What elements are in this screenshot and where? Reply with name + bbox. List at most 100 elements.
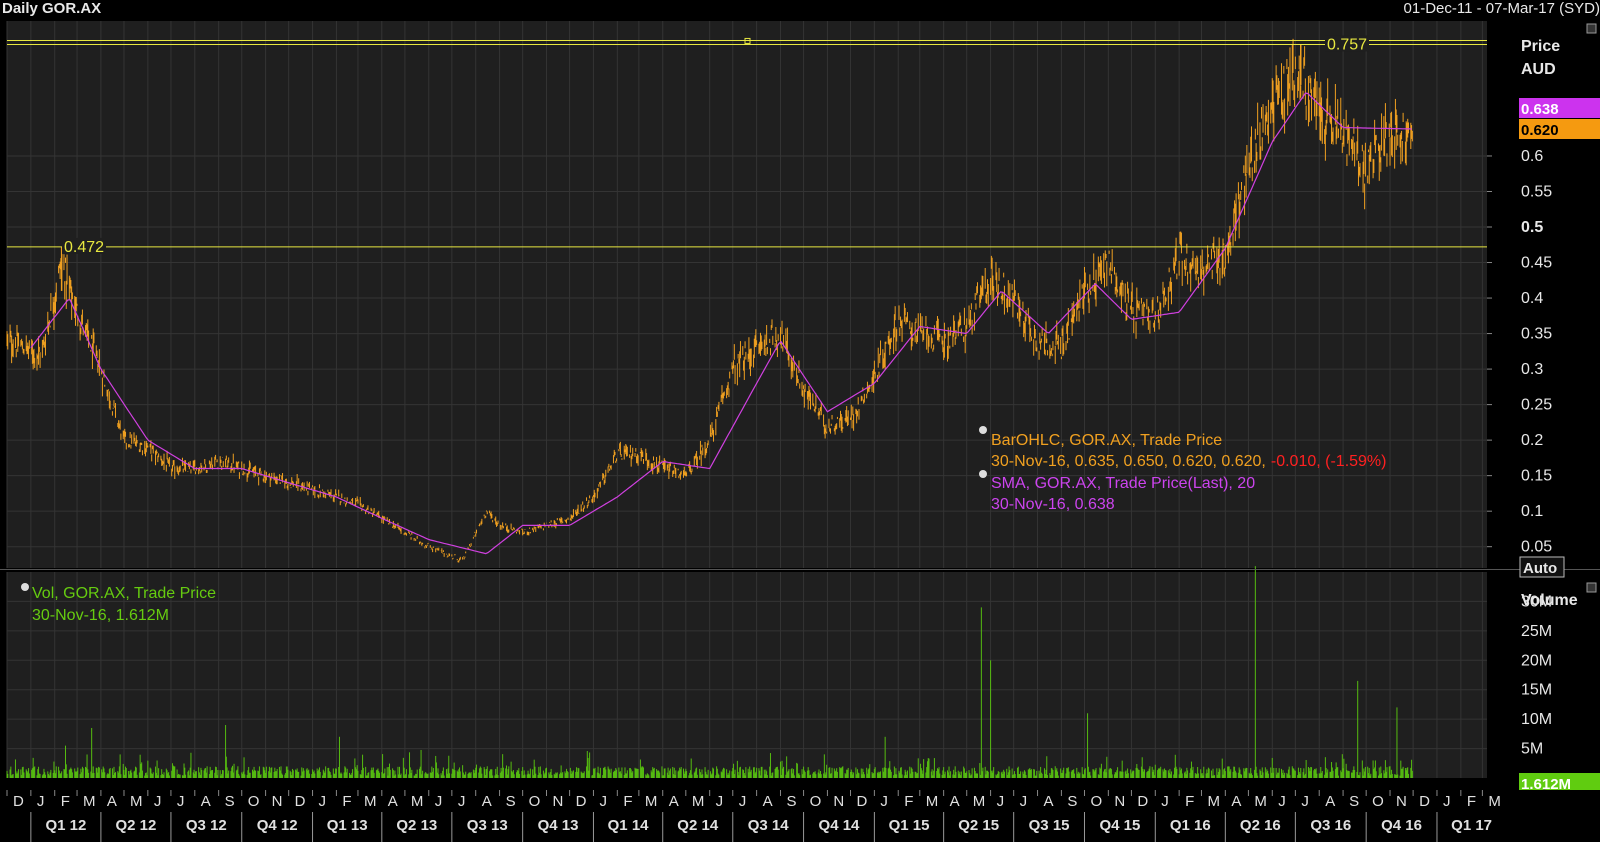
- price-tick-label: 0.55: [1521, 183, 1552, 200]
- month-label: N: [1114, 793, 1125, 810]
- price-axis-title-2: AUD: [1521, 61, 1556, 78]
- quarter-label: Q2 15: [958, 817, 999, 834]
- price-tick-label: 0.4: [1521, 290, 1543, 307]
- sma-legend-title[interactable]: SMA, GOR.AX, Trade Price(Last), 20: [991, 475, 1255, 492]
- volume-legend-toggle-icon[interactable]: [21, 583, 29, 591]
- chart-header: Daily GOR.AX 01-Dec-11 - 07-Mar-17 (SYD): [0, 0, 1600, 20]
- price-tick-label: 0.5: [1521, 219, 1543, 236]
- month-label: J: [319, 793, 327, 810]
- month-label: A: [201, 793, 211, 810]
- close-last-value: 0.620: [1521, 122, 1559, 139]
- sma-legend-toggle-icon[interactable]: [979, 470, 987, 478]
- month-label: O: [1372, 793, 1384, 810]
- quarter-label: Q4 15: [1099, 817, 1140, 834]
- month-label: J: [599, 793, 607, 810]
- volume-tick-label: 10M: [1521, 711, 1552, 728]
- month-label: A: [482, 793, 492, 810]
- month-label: J: [880, 793, 888, 810]
- month-label: D: [13, 793, 24, 810]
- line-anchor-handle: [744, 37, 751, 44]
- month-label: A: [1231, 793, 1241, 810]
- price-tick-label: 0.15: [1521, 468, 1552, 485]
- quarter-label: Q1 17: [1451, 817, 1492, 834]
- month-label: J: [997, 793, 1005, 810]
- month-label: N: [1396, 793, 1407, 810]
- close-last-badge: [1519, 119, 1600, 139]
- month-label: J: [1301, 793, 1309, 810]
- month-label: F: [1185, 793, 1194, 810]
- ohlc-legend-values-line: 30-Nov-16, 0.635, 0.650, 0.620, 0.620, -0…: [991, 453, 1386, 470]
- volume-legend-values: 30-Nov-16, 1.612M: [32, 607, 169, 624]
- month-label: O: [248, 793, 260, 810]
- month-label: A: [763, 793, 773, 810]
- quarter-label: Q1 13: [327, 817, 368, 834]
- month-label: J: [1278, 793, 1286, 810]
- volume-last-value: 1.612M: [1521, 776, 1571, 793]
- price-auto-button[interactable]: [1519, 556, 1565, 578]
- quarter-label: Q4 12: [257, 817, 298, 834]
- price-tick-label: 0.3: [1521, 361, 1543, 378]
- month-label: A: [1044, 793, 1054, 810]
- quarter-label: Q3 15: [1029, 817, 1070, 834]
- volume-tick-label: 20M: [1521, 652, 1552, 669]
- price-panel-menu-icon[interactable]: [1586, 23, 1597, 34]
- sma-line: [30, 92, 1412, 555]
- month-label: J: [739, 793, 747, 810]
- quarter-label: Q2 16: [1240, 817, 1281, 834]
- month-label: J: [37, 793, 45, 810]
- month-label: N: [272, 793, 283, 810]
- volume-legend-title[interactable]: Vol, GOR.AX, Trade Price: [32, 585, 216, 602]
- month-label: J: [154, 793, 162, 810]
- ohlc-legend-values: 30-Nov-16, 0.635, 0.650, 0.620, 0.620,: [991, 453, 1266, 470]
- month-label: J: [716, 793, 724, 810]
- month-label: M: [926, 793, 939, 810]
- volume-panel-menu-icon[interactable]: [1586, 582, 1597, 593]
- month-label: O: [1090, 793, 1102, 810]
- month-label: F: [342, 793, 351, 810]
- month-label: A: [107, 793, 117, 810]
- month-label: A: [669, 793, 679, 810]
- horizontal-line-label-bg: [1325, 35, 1369, 52]
- horizontal-lines[interactable]: 0.757 0.472: [7, 35, 1487, 256]
- quarter-label: Q4 16: [1381, 817, 1422, 834]
- month-label: J: [458, 793, 466, 810]
- quarter-label: Q2 14: [677, 817, 719, 834]
- price-plot-area[interactable]: [7, 21, 1487, 568]
- date-range[interactable]: 01-Dec-11 - 07-Mar-17 (SYD): [1403, 0, 1600, 17]
- month-label: F: [904, 793, 913, 810]
- price-tick-label: 0.2: [1521, 432, 1543, 449]
- volume-tick-label: 30M: [1521, 593, 1552, 610]
- quarter-label: Q3 16: [1310, 817, 1351, 834]
- month-label: S: [786, 793, 796, 810]
- price-tick-label: 0.1: [1521, 503, 1543, 520]
- month-label: M: [364, 793, 377, 810]
- month-label: A: [1325, 793, 1335, 810]
- ohlc-legend-title[interactable]: BarOHLC, GOR.AX, Trade Price: [991, 432, 1222, 449]
- month-label: A: [950, 793, 960, 810]
- volume-tick-label: 15M: [1521, 682, 1552, 699]
- volume-plot-area[interactable]: [7, 572, 1487, 778]
- price-tick-label: 0.45: [1521, 255, 1552, 272]
- quarter-label: Q1 14: [608, 817, 650, 834]
- quarter-label: Q4 13: [538, 817, 579, 834]
- ohlc-legend-toggle-icon[interactable]: [979, 426, 987, 434]
- month-label: N: [833, 793, 844, 810]
- month-label: M: [83, 793, 96, 810]
- volume-bars: [6, 566, 1413, 778]
- volume-tick-label: 25M: [1521, 623, 1552, 640]
- month-label: D: [857, 793, 868, 810]
- quarter-label: Q1 12: [45, 817, 86, 834]
- horizontal-line-label-bg: [62, 237, 106, 254]
- month-label: A: [388, 793, 398, 810]
- month-label: O: [529, 793, 541, 810]
- month-label: F: [623, 793, 632, 810]
- month-label: J: [1020, 793, 1027, 810]
- month-label: D: [295, 793, 306, 810]
- month-label: J: [1161, 793, 1169, 810]
- sma-path: [30, 92, 1412, 555]
- sma-legend-values: 30-Nov-16, 0.638: [991, 496, 1115, 513]
- month-label: S: [225, 793, 235, 810]
- month-label: O: [810, 793, 822, 810]
